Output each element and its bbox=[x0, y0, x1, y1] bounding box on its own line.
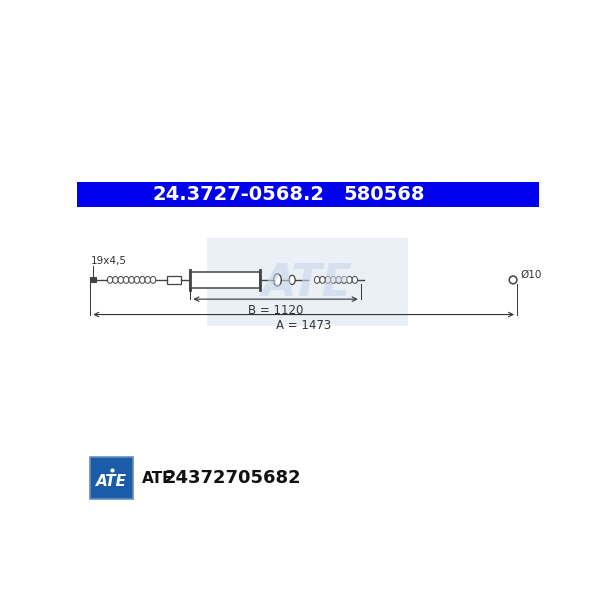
Text: B = 1120: B = 1120 bbox=[248, 304, 303, 317]
Ellipse shape bbox=[145, 277, 151, 283]
Ellipse shape bbox=[107, 277, 113, 283]
Text: A = 1473: A = 1473 bbox=[276, 319, 331, 332]
Text: Ø10: Ø10 bbox=[520, 270, 541, 280]
Ellipse shape bbox=[140, 277, 145, 283]
Ellipse shape bbox=[129, 277, 134, 283]
Text: 580568: 580568 bbox=[344, 185, 425, 204]
Text: ATE: ATE bbox=[262, 262, 353, 305]
Ellipse shape bbox=[118, 277, 124, 283]
Text: 19x4,5: 19x4,5 bbox=[91, 256, 127, 266]
Ellipse shape bbox=[134, 277, 140, 283]
Ellipse shape bbox=[347, 277, 352, 283]
Ellipse shape bbox=[314, 277, 320, 283]
Bar bbox=[91, 277, 97, 283]
Circle shape bbox=[509, 276, 517, 284]
Text: ATE: ATE bbox=[142, 470, 173, 485]
Ellipse shape bbox=[352, 277, 358, 283]
Ellipse shape bbox=[336, 277, 341, 283]
Text: ATE: ATE bbox=[96, 474, 127, 489]
Ellipse shape bbox=[325, 277, 331, 283]
Bar bbox=[208, 238, 407, 326]
Bar bbox=[91, 457, 133, 499]
Ellipse shape bbox=[124, 277, 129, 283]
Ellipse shape bbox=[331, 277, 336, 283]
Bar bbox=[77, 182, 539, 207]
Bar bbox=[167, 275, 181, 284]
Text: 24372705682: 24372705682 bbox=[164, 469, 301, 487]
Ellipse shape bbox=[113, 277, 118, 283]
Ellipse shape bbox=[151, 277, 156, 283]
Ellipse shape bbox=[274, 274, 281, 286]
Text: 24.3727-0568.2: 24.3727-0568.2 bbox=[152, 185, 324, 204]
Ellipse shape bbox=[341, 277, 347, 283]
Ellipse shape bbox=[289, 275, 295, 284]
Ellipse shape bbox=[320, 277, 325, 283]
Bar bbox=[190, 272, 260, 287]
